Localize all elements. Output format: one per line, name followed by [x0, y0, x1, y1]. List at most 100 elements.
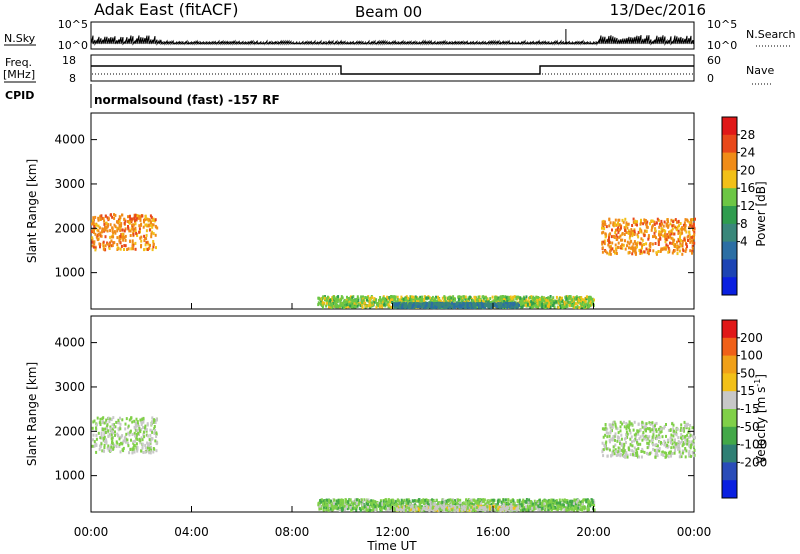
- data-cell: [350, 508, 353, 512]
- data-cell: [687, 435, 690, 439]
- data-cell: [129, 448, 132, 451]
- data-cell: [628, 246, 630, 250]
- data-cell: [400, 305, 403, 309]
- data-cell: [651, 242, 654, 246]
- data-cell: [151, 430, 154, 434]
- data-cell: [648, 427, 651, 431]
- data-cell: [637, 432, 640, 436]
- data-cell: [568, 304, 571, 308]
- data-cell: [123, 218, 126, 221]
- data-cell: [609, 249, 612, 253]
- data-cell: [155, 435, 158, 438]
- data-cell: [125, 417, 128, 421]
- data-cell: [671, 227, 674, 231]
- data-cell: [434, 302, 437, 306]
- data-cell: [370, 499, 373, 503]
- data-cell: [650, 219, 653, 223]
- data-cell: [110, 235, 113, 239]
- data-cell: [691, 235, 694, 239]
- data-cell: [604, 423, 607, 426]
- data-cell: [361, 297, 364, 301]
- data-cell: [630, 422, 633, 426]
- data-cell: [339, 501, 342, 505]
- data-cell: [666, 220, 669, 224]
- data-cell: [663, 439, 666, 443]
- colorbar-tick-label: 28: [740, 128, 755, 142]
- data-cell: [576, 297, 579, 301]
- data-cell: [126, 248, 129, 251]
- data-cell: [603, 221, 606, 225]
- data-cell: [103, 421, 106, 425]
- nsky-panel: N.Sky 10^5 10^0 10^5 10^0 N.Search: [4, 18, 796, 52]
- data-cell: [614, 448, 617, 452]
- data-cell: [369, 298, 372, 302]
- data-cell: [141, 421, 143, 425]
- data-cell: [505, 297, 508, 301]
- data-cell: [141, 417, 144, 421]
- data-cell: [343, 303, 346, 307]
- data-cell: [129, 217, 132, 221]
- data-cell: [99, 445, 102, 449]
- data-cell: [104, 427, 107, 431]
- data-cell: [442, 498, 445, 502]
- data-cell: [628, 236, 631, 240]
- data-cell: [605, 440, 608, 444]
- data-cell: [691, 239, 694, 243]
- freq-panel: Freq. [MHz] 18 8 60 0 Nave: [3, 54, 774, 85]
- data-cell: [434, 297, 437, 301]
- data-cell: [569, 295, 572, 299]
- data-cell: [689, 240, 692, 244]
- data-cell: [417, 499, 420, 503]
- freq-tick-top: 18: [62, 54, 76, 67]
- data-cell: [144, 450, 147, 454]
- data-cell: [626, 240, 629, 244]
- data-cell: [675, 433, 678, 437]
- data-cell: [334, 305, 337, 308]
- data-cell: [608, 434, 611, 438]
- data-cell: [684, 435, 687, 438]
- data-cell: [621, 218, 624, 222]
- data-cell: [477, 296, 480, 299]
- data-cell: [681, 244, 684, 248]
- data-cell: [678, 237, 681, 241]
- data-cell: [367, 505, 369, 509]
- data-cell: [457, 295, 460, 299]
- data-cell: [481, 299, 484, 303]
- data-cell: [655, 437, 658, 441]
- data-cell: [356, 295, 359, 299]
- data-cell: [347, 301, 350, 305]
- data-cell: [646, 441, 649, 445]
- data-cell: [614, 424, 617, 428]
- data-cell: [683, 420, 686, 424]
- data-cell: [438, 501, 441, 505]
- data-cell: [681, 252, 684, 256]
- data-cell: [614, 443, 617, 447]
- data-cell: [473, 305, 476, 309]
- data-cell: [360, 303, 363, 307]
- data-cell: [606, 454, 609, 458]
- data-cell: [628, 250, 631, 254]
- data-cell: [442, 302, 445, 306]
- data-cell: [521, 302, 524, 306]
- data-cell: [416, 300, 418, 303]
- cpid-label: CPID: [5, 89, 34, 102]
- data-cell: [109, 241, 112, 245]
- data-cell: [144, 443, 147, 447]
- data-cell: [650, 451, 653, 455]
- data-cell: [145, 229, 148, 233]
- data-cell: [691, 426, 694, 430]
- data-cell: [672, 220, 675, 224]
- data-cell: [350, 501, 353, 505]
- data-cell: [656, 454, 659, 458]
- data-cell: [678, 249, 681, 253]
- data-cell: [474, 302, 477, 306]
- data-cell: [101, 449, 104, 453]
- data-cell: [526, 302, 529, 306]
- data-cell: [634, 222, 637, 226]
- data-cell: [547, 301, 550, 305]
- data-cell: [418, 500, 421, 504]
- data-cell: [530, 295, 533, 299]
- data-cell: [579, 296, 582, 299]
- data-cell: [619, 234, 622, 238]
- data-cell: [463, 295, 466, 299]
